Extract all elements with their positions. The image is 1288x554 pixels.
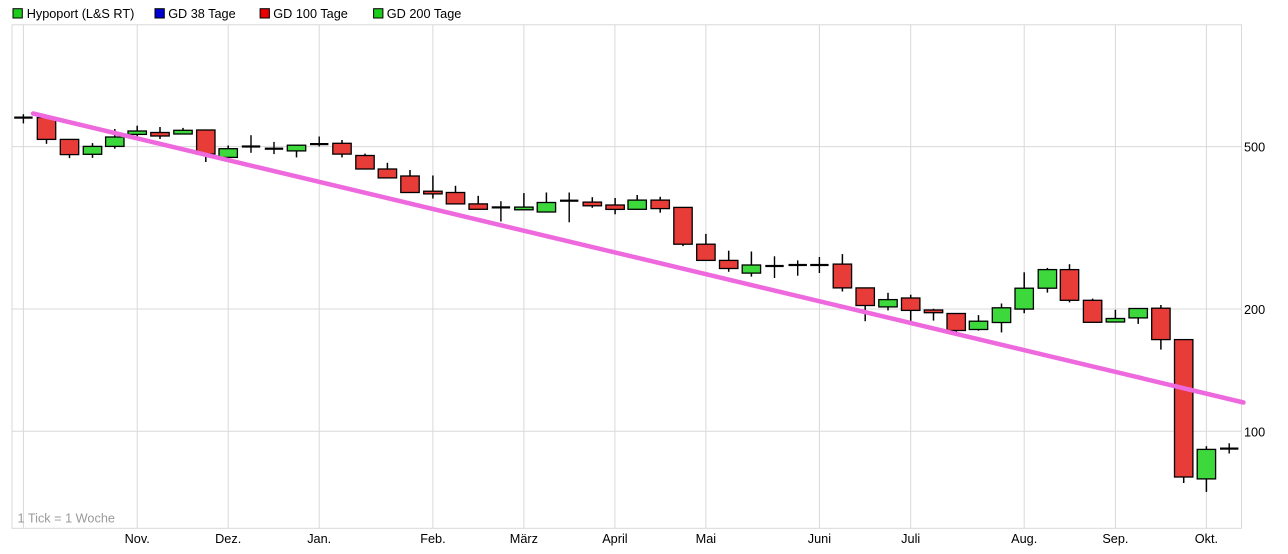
svg-text:Sep.: Sep. (1102, 532, 1128, 546)
svg-text:GD 200 Tage: GD 200 Tage (387, 7, 462, 21)
svg-text:100: 100 (1244, 425, 1265, 439)
svg-text:Nov.: Nov. (125, 532, 150, 546)
svg-text:Dez.: Dez. (215, 532, 241, 546)
svg-text:GD 38 Tage: GD 38 Tage (168, 7, 235, 21)
svg-text:500: 500 (1244, 141, 1265, 155)
svg-text:April: April (602, 532, 627, 546)
svg-text:Juni: Juni (808, 532, 831, 546)
svg-text:Mai: Mai (696, 532, 716, 546)
svg-text:Feb.: Feb. (420, 532, 445, 546)
svg-text:GD 100 Tage: GD 100 Tage (273, 7, 348, 21)
svg-text:1 Tick = 1 Woche: 1 Tick = 1 Woche (18, 512, 115, 526)
svg-text:200: 200 (1244, 303, 1265, 317)
svg-text:Juli: Juli (901, 532, 920, 546)
svg-text:Aug.: Aug. (1011, 532, 1037, 546)
svg-text:Hypoport (L&S RT): Hypoport (L&S RT) (27, 7, 135, 21)
svg-text:März: März (510, 532, 538, 546)
svg-text:Okt.: Okt. (1195, 532, 1218, 546)
svg-text:Jan.: Jan. (307, 532, 331, 546)
